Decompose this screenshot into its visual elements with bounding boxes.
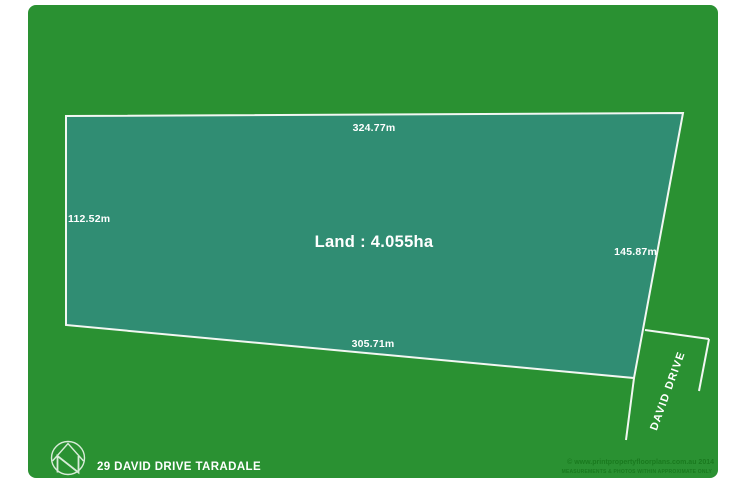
road-boundary-connector (644, 329, 710, 340)
land-area-label: Land : 4.055ha (314, 233, 434, 251)
watermark-disclaimer: MEASUREMENTS & PHOTOS WITHIN APPROXIMATE… (561, 469, 712, 475)
property-address-label: 29 DAVID DRIVE TARADALE (97, 461, 262, 473)
dimension-left: 112.52m (68, 213, 111, 225)
road-boundary-near (625, 377, 635, 441)
north-arrow-icon (50, 440, 86, 476)
dimension-top: 324.77m (352, 122, 396, 134)
watermark-copyright: © www.printpropertyfloorplans.com.au 201… (567, 459, 714, 466)
road-boundary-far (698, 338, 710, 392)
dimension-right: 145.87m (614, 246, 657, 258)
dimension-bottom: 305.71m (351, 338, 395, 350)
